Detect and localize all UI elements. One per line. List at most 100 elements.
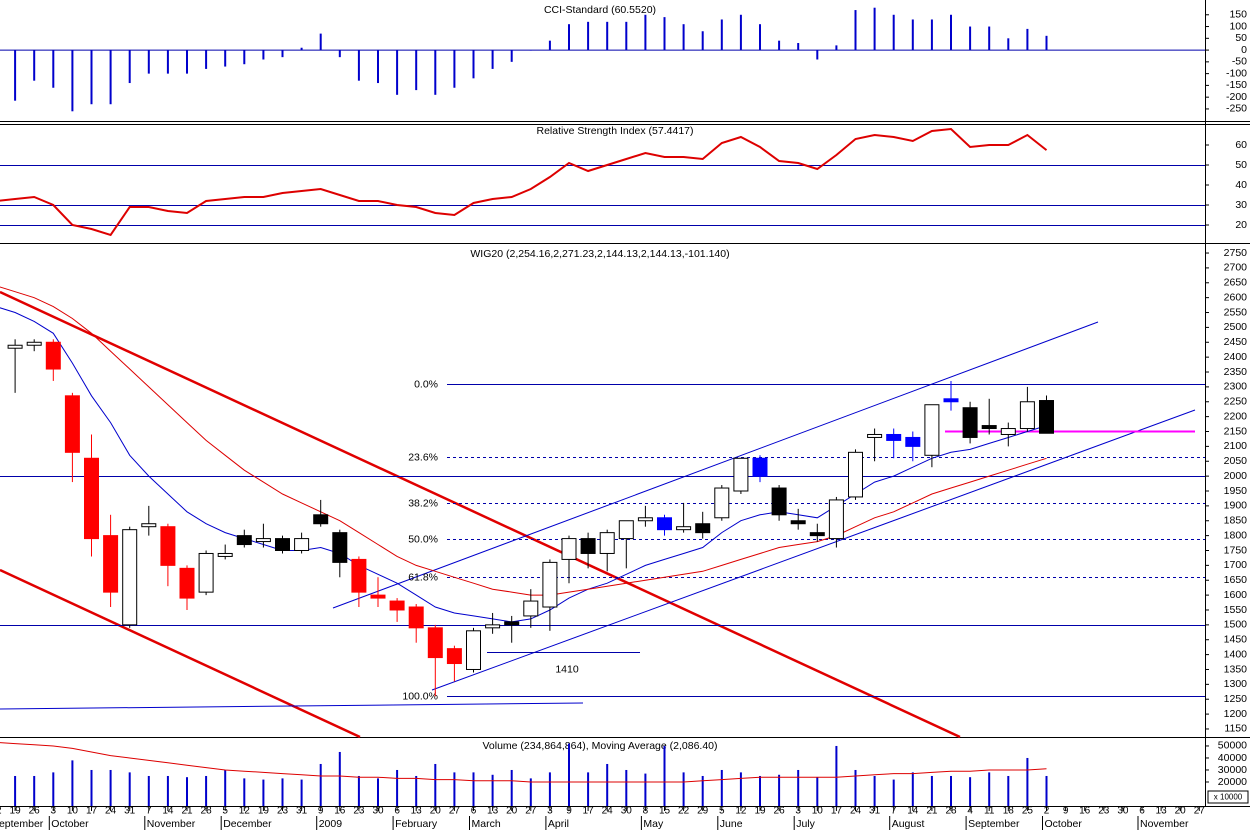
bar [816, 777, 819, 806]
bar [988, 26, 991, 51]
cci-title: CCI-Standard (60.5520) [544, 4, 656, 16]
candle-body [523, 600, 539, 617]
bar [52, 772, 55, 806]
candle-body [657, 517, 672, 531]
bar [797, 43, 800, 51]
y-tick-label: 100 [1229, 20, 1247, 32]
candle-body [905, 436, 921, 447]
y-tick-label: 2750 [1224, 247, 1248, 259]
bar [33, 775, 36, 806]
bar [529, 778, 532, 806]
bar [357, 50, 360, 81]
bar [1007, 775, 1010, 806]
x-tick-label: 3 [51, 806, 57, 817]
bar [1026, 28, 1029, 51]
bar [166, 775, 169, 806]
bar [224, 50, 227, 67]
y-tick-label: 1850 [1224, 515, 1248, 527]
y-tick-label: 1800 [1224, 529, 1248, 541]
bar [243, 50, 246, 65]
y-tick-label: 1900 [1224, 500, 1248, 512]
candle-body [446, 648, 462, 665]
bar [415, 775, 418, 806]
unit-box [1207, 790, 1249, 804]
volume-title: Volume (234,864,864), Moving Average (2,… [482, 740, 717, 752]
moving-average-line [0, 286, 1047, 596]
bar [778, 774, 781, 806]
bar [606, 21, 609, 51]
bar [988, 772, 991, 806]
candle-body [695, 523, 711, 534]
candle-body [676, 526, 692, 531]
month-label: October [51, 818, 89, 830]
bar [510, 769, 513, 806]
y-tick-label: 1700 [1224, 559, 1248, 571]
bar [682, 772, 685, 806]
bar [873, 7, 876, 51]
candle-body [427, 627, 443, 659]
x-tick-label: 16 [334, 806, 346, 817]
y-tick-label: -150 [1226, 79, 1247, 91]
candle-body [122, 529, 138, 626]
y-tick-label: 50 [1235, 32, 1247, 44]
x-tick-label: 5 [719, 806, 725, 817]
y-tick-label: -200 [1226, 91, 1247, 103]
bar [950, 775, 952, 806]
candle-body [924, 404, 940, 456]
month-label: November [147, 818, 196, 830]
bar [759, 775, 761, 806]
x-tick-label: 17 [583, 806, 595, 817]
bar [147, 50, 150, 74]
bar [682, 24, 685, 51]
y-tick-label: 2700 [1224, 262, 1248, 274]
bar [930, 775, 933, 806]
y-tick-label: 50 [1235, 159, 1247, 171]
y-tick-label: 1950 [1224, 485, 1248, 497]
bar [1026, 757, 1029, 806]
bar [262, 50, 265, 60]
y-tick-label: 20 [1235, 219, 1247, 231]
x-tick-label: 31 [124, 806, 136, 817]
candle-body [64, 395, 80, 453]
bar [453, 50, 456, 88]
y-tick-label: 1300 [1224, 678, 1248, 690]
bar [90, 50, 93, 105]
candle-body [867, 433, 883, 438]
y-tick-label: 2550 [1224, 306, 1248, 318]
x-tick-label: 10 [812, 806, 824, 817]
x-tick-label: 16 [1079, 806, 1091, 817]
x-tick-label: 12 [0, 806, 2, 817]
bar [166, 50, 169, 74]
bar [701, 31, 704, 51]
candle-body [962, 407, 978, 438]
y-tick-label: 1350 [1224, 663, 1248, 675]
x-tick-label: 19 [258, 806, 270, 817]
x-tick-label: 26 [29, 806, 41, 817]
y-tick-label: 1400 [1224, 648, 1248, 660]
x-tick-label: 19 [754, 806, 766, 817]
bar [319, 763, 322, 806]
candle-body [141, 523, 157, 528]
candle-body [733, 457, 749, 492]
x-tick-label: 18 [1003, 806, 1015, 817]
trend-lines [0, 290, 1196, 739]
x-tick-label: 13 [1156, 806, 1168, 817]
y-tick-label: 2050 [1224, 455, 1248, 467]
y-tick-label: 1550 [1224, 604, 1248, 616]
month-label: May [643, 818, 664, 830]
y-tick-label: 2100 [1224, 440, 1248, 452]
bar [14, 50, 17, 101]
bar [930, 19, 933, 51]
bar [71, 760, 74, 806]
bar [90, 769, 93, 806]
bar [491, 50, 494, 69]
x-tick-label: 27 [1194, 806, 1206, 817]
y-tick-label: 2500 [1224, 321, 1248, 333]
x-tick-label: 7 [146, 806, 152, 817]
fib-label: 50.0% [408, 533, 438, 545]
rsi-line [0, 127, 1048, 237]
y-tick-label: 2400 [1224, 351, 1248, 363]
x-tick-label: 24 [850, 806, 862, 817]
month-label: June [720, 818, 743, 830]
